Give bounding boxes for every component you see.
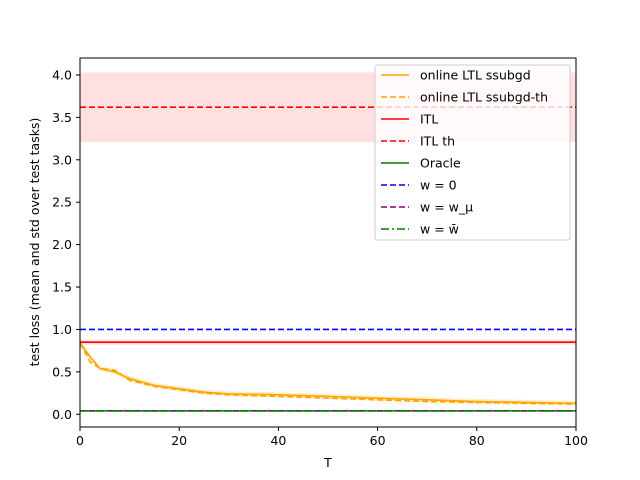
y-tick-label: 0.0: [52, 407, 72, 422]
legend-item-itl-th: ITL th: [381, 134, 455, 149]
legend: online LTL ssubgd online LTL ssubgd-th ITL…: [374, 64, 571, 241]
legend-item-w-w: w = w_μ: [381, 200, 473, 215]
legend-frame: [374, 64, 571, 241]
y-tick-label: 1.5: [52, 280, 72, 295]
legend-label: w = w_μ: [420, 200, 473, 215]
x-tick-label: 60: [370, 433, 386, 448]
x-tick-label: 20: [171, 433, 187, 448]
legend-label: online LTL ssubgd: [420, 68, 531, 83]
y-tick-label: 3.0: [52, 152, 72, 167]
legend-item-w-w: w = w̄: [381, 222, 459, 237]
x-tick-label: 80: [469, 433, 485, 448]
x-tick-label: 100: [564, 433, 588, 448]
y-tick-label: 0.5: [52, 364, 72, 379]
y-tick-label: 1.0: [52, 322, 72, 337]
legend-item-online-ltl-ssubgd: online LTL ssubgd: [381, 68, 531, 83]
legend-label: online LTL ssubgd-th: [420, 90, 548, 105]
legend-label: w = w̄: [420, 222, 459, 237]
y-tick-label: 4.0: [52, 67, 72, 82]
legend-item-w-0: w = 0: [381, 178, 457, 193]
y-tick-label: 3.5: [52, 110, 72, 125]
legend-label: w = 0: [420, 178, 457, 193]
legend-label: ITL th: [420, 134, 455, 149]
online-ltl-ssubgd-line: [80, 342, 576, 405]
x-axis-label: T: [323, 455, 332, 470]
y-axis-ticks: 0.0 0.5 1.0 1.5 2.0 2.5 3.0 3.5 4.0: [52, 67, 80, 422]
y-tick-label: 2.0: [52, 237, 72, 252]
y-axis-label: test loss (mean and std over test tasks): [27, 118, 42, 367]
plot-frame: [79, 57, 577, 428]
x-tick-label: 0: [76, 433, 84, 448]
online-ltl-ssubgd-th-line: [80, 342, 576, 405]
series-lines: [80, 106, 576, 412]
x-tick-label: 40: [270, 433, 286, 448]
legend-item-itl: ITL: [381, 112, 438, 127]
y-tick-label: 2.5: [52, 195, 72, 210]
legend-label: ITL: [420, 112, 438, 127]
legend-label: Oracle: [420, 156, 461, 171]
x-axis-ticks: 0 20 40 60 80 100: [76, 427, 588, 448]
legend-item-online-ltl-ssubgd-th: online LTL ssubgd-th: [381, 90, 548, 105]
legend-item-oracle: Oracle: [381, 156, 461, 171]
